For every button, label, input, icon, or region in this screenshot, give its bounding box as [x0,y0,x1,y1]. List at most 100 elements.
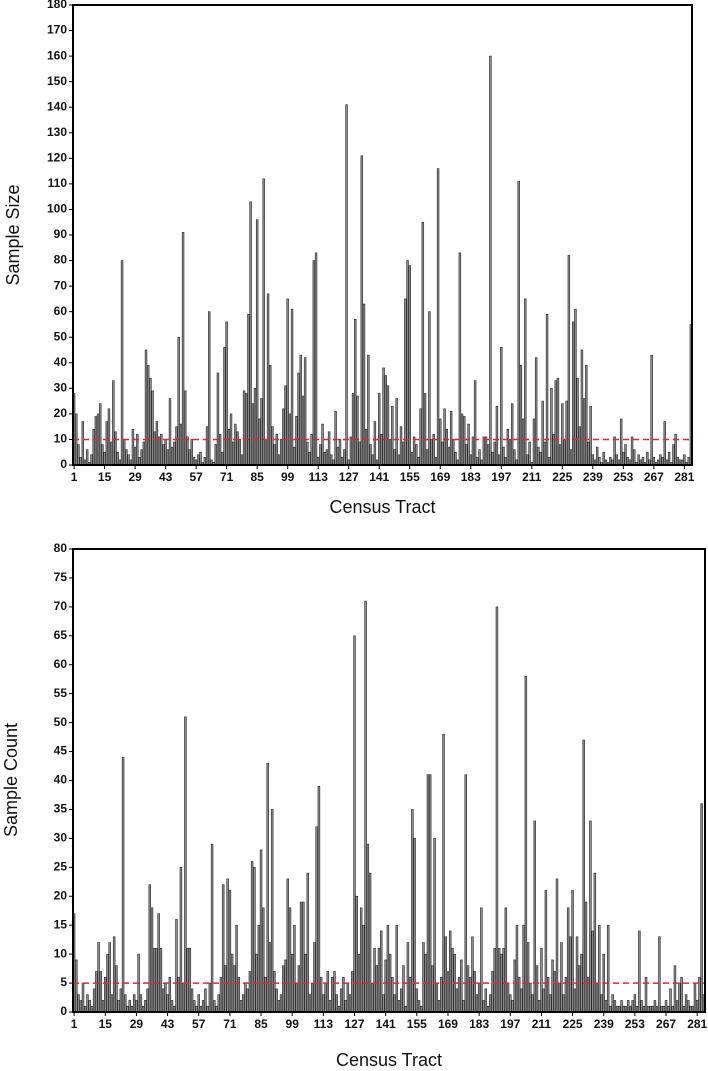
bar [319,444,322,466]
bar [463,416,466,466]
bar [242,390,246,466]
bar [146,365,150,466]
bar [477,982,481,1013]
bar [700,803,703,1013]
bar [121,757,125,1013]
bar [539,451,542,466]
bar [500,953,503,1013]
bar [442,733,445,1013]
bar [613,436,616,466]
bar [208,311,211,466]
bar [284,385,287,466]
bar [578,965,581,1013]
bar [364,428,368,466]
bar [680,976,683,1013]
bar [630,436,634,466]
bar [250,861,254,1013]
bar [186,436,189,466]
bar [99,971,103,1013]
bar [340,457,344,466]
bar [240,454,244,466]
bar [400,988,403,1013]
bar [386,924,390,1013]
bar [576,377,579,466]
x-tick-label: 99 [286,1017,300,1031]
bar [251,403,255,466]
bar [120,260,124,466]
bar [279,994,283,1013]
x-tick-label: 85 [254,1017,268,1031]
x-tick-label: 253 [613,470,633,484]
bar [408,976,412,1013]
bar [92,428,95,466]
bar [284,959,287,1013]
bar [299,901,303,1013]
bar [190,439,194,466]
bar [184,390,187,466]
bar [652,457,656,466]
bar [339,988,343,1013]
bar [112,936,116,1013]
bar [515,924,519,1013]
bar [486,444,490,466]
x-tick-label: 71 [220,470,234,484]
y-tick-label: 90 [54,227,68,241]
bar [517,181,520,466]
bar [609,457,612,466]
bar [85,449,89,466]
bar [469,454,472,466]
bar [101,444,104,466]
bar [397,1000,401,1013]
bar [184,716,187,1013]
bar [437,1000,441,1013]
bar [553,971,557,1013]
bar [534,357,538,466]
bar [290,953,294,1013]
bar [676,457,680,466]
bar [695,1000,699,1013]
bar [108,942,111,1013]
x-tick-label: 239 [594,1017,614,1031]
bar [110,994,114,1013]
bar [373,421,377,466]
bar [433,838,436,1013]
bar [268,942,272,1013]
bar [188,948,192,1013]
bar [330,454,333,466]
bar [509,994,512,1013]
bar [295,416,298,466]
bar [277,1000,281,1013]
bar [348,994,352,1013]
bar [216,372,220,466]
bar [368,872,372,1013]
bar [142,441,146,466]
bar [537,1000,541,1013]
bar [253,867,256,1013]
bar [155,421,159,466]
y-tick-label: 0 [60,1004,67,1018]
bar [675,1000,679,1013]
bar [578,426,581,466]
bar [314,252,318,466]
bar [661,457,664,466]
bar [266,762,269,1013]
bar [693,982,697,1013]
bar [417,457,420,466]
bar [419,408,422,466]
bar [114,431,117,466]
x-axis-title: Census Tract [329,497,435,517]
bar [411,809,414,1013]
bar [157,436,161,466]
bar [258,418,261,466]
y-tick-label: 0 [60,457,67,471]
bar [153,431,156,466]
bar [401,441,405,466]
bar [425,449,429,466]
bar [230,953,234,1013]
bar [161,988,165,1013]
bar [591,454,595,466]
bar [160,434,163,466]
bar [221,451,224,466]
bar [233,965,236,1013]
x-tick-label: 239 [583,470,603,484]
